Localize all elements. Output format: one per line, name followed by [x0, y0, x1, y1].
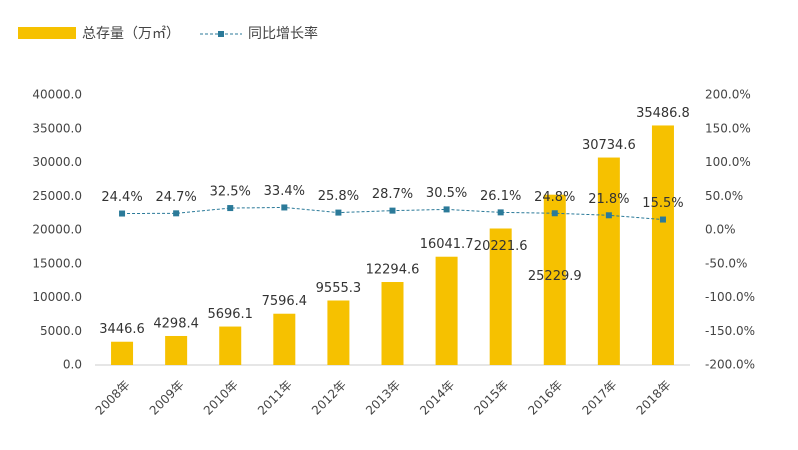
line-marker — [605, 212, 612, 219]
line-marker — [551, 210, 558, 217]
line-marker — [227, 205, 234, 212]
legend-label: 总存量（万㎡） — [82, 26, 180, 42]
x-tick-label: 2014年 — [417, 378, 457, 418]
line-value-label: 28.7% — [372, 187, 413, 202]
bar — [435, 256, 458, 365]
y2-tick-label: 50.0% — [705, 189, 743, 203]
legend-marker — [218, 31, 224, 37]
line-value-label: 32.5% — [210, 185, 251, 200]
y-tick-label: 35000.0 — [32, 121, 82, 135]
y-tick-label: 25000.0 — [32, 189, 82, 203]
x-tick-label: 2018年 — [634, 378, 674, 418]
legend-swatch — [18, 27, 76, 39]
legend-label: 同比增长率 — [248, 25, 318, 42]
line-value-label: 30.5% — [426, 186, 467, 201]
bar — [489, 228, 512, 365]
bar-value-label: 9555.3 — [316, 281, 362, 296]
y-tick-label: 15000.0 — [32, 256, 82, 270]
bar-value-label: 7596.4 — [262, 294, 308, 309]
y-tick-label: 5000.0 — [40, 324, 82, 338]
bar-value-label: 3446.6 — [99, 322, 145, 337]
line-value-label: 15.5% — [642, 196, 683, 211]
line-value-label: 25.8% — [318, 189, 359, 204]
bar-value-label: 25229.9 — [528, 269, 582, 284]
bar — [165, 335, 188, 365]
x-tick-label: 2011年 — [255, 378, 295, 418]
x-tick-label: 2013年 — [363, 378, 403, 418]
y-tick-label: 0.0 — [63, 358, 82, 372]
line-value-label: 24.8% — [534, 190, 575, 205]
line-value-label: 26.1% — [480, 189, 521, 204]
x-tick-label: 2012年 — [309, 378, 349, 418]
bar-value-label: 4298.4 — [153, 316, 199, 331]
bar-value-label: 5696.1 — [207, 307, 253, 322]
line-marker — [173, 210, 180, 217]
y2-tick-label: 150.0% — [705, 121, 751, 135]
y2-tick-label: 0.0% — [705, 223, 736, 237]
line-marker — [335, 209, 342, 216]
y-tick-label: 10000.0 — [32, 290, 82, 304]
y2-tick-label: 200.0% — [705, 88, 751, 102]
line-value-label: 24.4% — [101, 190, 142, 205]
y2-tick-label: 100.0% — [705, 155, 751, 169]
line-value-label: 21.8% — [588, 192, 629, 207]
y-tick-label: 20000.0 — [32, 223, 82, 237]
bar — [219, 326, 242, 365]
x-tick-label: 2015年 — [471, 378, 511, 418]
bar — [111, 341, 134, 365]
y2-tick-label: -200.0% — [705, 358, 755, 372]
line-marker — [443, 206, 450, 213]
x-tick-label: 2016年 — [525, 378, 565, 418]
bar — [273, 313, 296, 365]
bar — [651, 125, 674, 365]
bar-value-label: 16041.7 — [420, 237, 474, 252]
line-marker — [389, 207, 396, 214]
y2-tick-label: -150.0% — [705, 324, 755, 338]
line-value-label: 33.4% — [264, 184, 305, 199]
y2-tick-label: -100.0% — [705, 290, 755, 304]
x-tick-label: 2010年 — [201, 378, 241, 418]
bar-value-label: 35486.8 — [636, 106, 690, 121]
bar — [327, 300, 350, 365]
bar-value-label: 30734.6 — [582, 138, 636, 153]
line-value-label: 24.7% — [155, 190, 196, 205]
bar — [381, 282, 404, 365]
bar-value-label: 12294.6 — [366, 263, 420, 278]
x-tick-label: 2009年 — [147, 378, 187, 418]
x-tick-label: 2017年 — [579, 378, 619, 418]
line-marker — [497, 209, 504, 216]
line-marker — [659, 216, 666, 223]
y-tick-label: 40000.0 — [32, 88, 82, 102]
bar — [543, 194, 566, 365]
bar — [597, 157, 620, 365]
y2-tick-label: -50.0% — [705, 256, 747, 270]
bar-value-label: 20221.6 — [474, 239, 528, 254]
x-tick-label: 2008年 — [93, 378, 133, 418]
line-marker — [281, 204, 288, 211]
y-tick-label: 30000.0 — [32, 155, 82, 169]
line-marker — [119, 210, 126, 217]
